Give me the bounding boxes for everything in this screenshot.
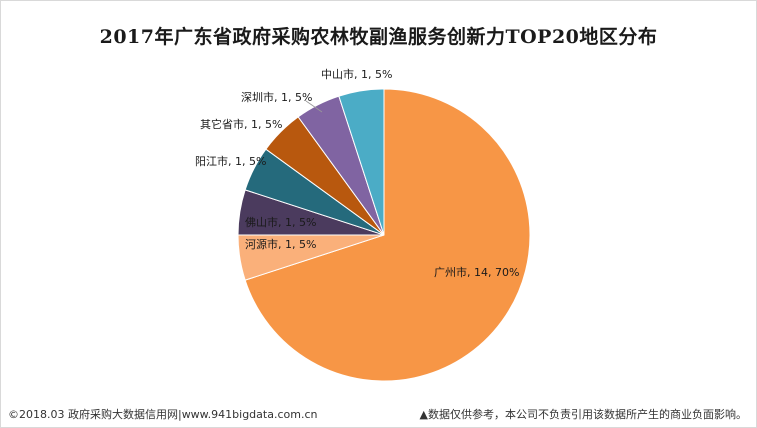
slice-label-6: 佛山市, 1, 5% xyxy=(245,215,316,229)
pie-slice-7 xyxy=(338,88,385,236)
slice-label-7: 河源市, 1, 5% xyxy=(245,237,316,251)
pie-slice-1 xyxy=(244,88,531,382)
leader-line xyxy=(305,100,323,113)
footer-disclaimer: ▲数据仅供参考，本公司不负责引用该数据所产生的商业负面影响。 xyxy=(419,408,747,421)
slice-label-3: 深圳市, 1, 5% xyxy=(241,90,312,104)
slice-label-5: 阳江市, 1, 5% xyxy=(195,154,266,168)
slice-label-2: 中山市, 1, 5% xyxy=(321,67,392,81)
chart-title: 2017年广东省政府采购农林牧副渔服务创新力TOP20地区分布 xyxy=(99,26,658,48)
slice-label-1: 广州市, 14, 70% xyxy=(434,265,519,279)
slice-label-4: 其它省市, 1, 5% xyxy=(200,117,282,131)
footer-copyright: ©2018.03 政府采购大数据信用网|www.941bigdata.com.c… xyxy=(8,408,318,421)
